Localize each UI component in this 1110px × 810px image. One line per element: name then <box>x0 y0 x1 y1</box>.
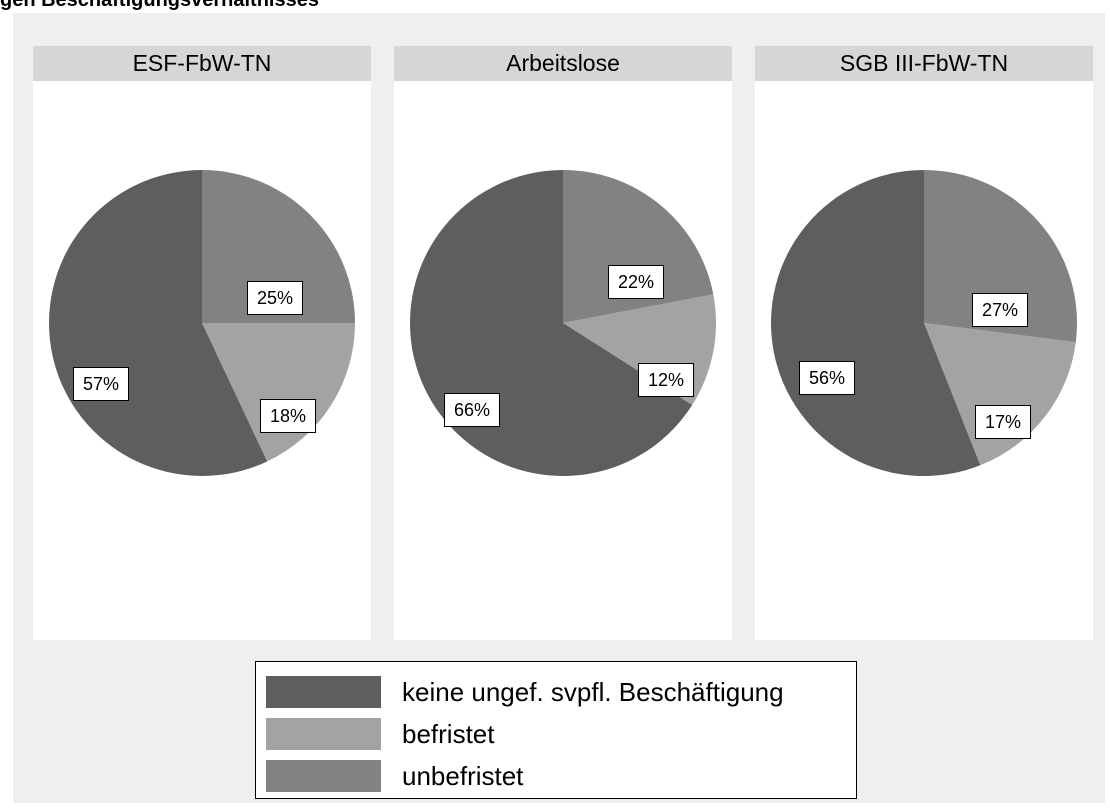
slice-unbefristet <box>924 170 1077 343</box>
pie-esf-fbw-tn: 25% 18% 57% <box>33 81 371 640</box>
slice-unbefristet <box>202 170 355 323</box>
label-unbefristet: 27% <box>972 293 1028 327</box>
pie-sgb-iii-fbw-tn: 27% 17% 56% <box>755 81 1093 640</box>
page-title: gen Beschäftigungsverhältnisses <box>0 0 319 11</box>
chart-figure: ESF-FbW-TN 25% 18% 57% Arbeitslose 22% 1… <box>13 13 1105 803</box>
label-keine-beschaeftigung: 56% <box>799 361 855 395</box>
slice-unbefristet <box>563 170 714 323</box>
label-unbefristet: 22% <box>608 265 664 299</box>
legend-swatch <box>266 676 381 708</box>
label-unbefristet: 25% <box>247 281 303 315</box>
panel-sgb-iii-fbw-tn: SGB III-FbW-TN 27% 17% 56% <box>755 46 1093 640</box>
slice-befristet <box>924 323 1076 466</box>
panel-title-esf-fbw-tn: ESF-FbW-TN <box>33 46 371 81</box>
label-befristet: 12% <box>638 363 694 397</box>
label-keine-beschaeftigung: 66% <box>444 393 500 427</box>
chart-legend: keine ungef. svpfl. Beschäftigung befris… <box>255 661 857 799</box>
label-befristet: 17% <box>975 405 1031 439</box>
slice-befristet <box>202 323 355 462</box>
legend-label: keine ungef. svpfl. Beschäftigung <box>402 677 784 707</box>
label-befristet: 18% <box>260 399 316 433</box>
label-keine-beschaeftigung: 57% <box>73 367 129 401</box>
pie-arbeitslose: 22% 12% 66% <box>394 81 732 640</box>
panel-arbeitslose: Arbeitslose 22% 12% 66% <box>394 46 732 640</box>
legend-swatch <box>266 718 381 750</box>
panel-title-arbeitslose: Arbeitslose <box>394 46 732 81</box>
legend-label: befristet <box>402 719 495 749</box>
legend-label: unbefristet <box>402 761 524 791</box>
panel-esf-fbw-tn: ESF-FbW-TN 25% 18% 57% <box>33 46 371 640</box>
slice-keine-beschaeftigung <box>771 170 981 476</box>
panel-title-sgb-iii-fbw-tn: SGB III-FbW-TN <box>755 46 1093 81</box>
legend-swatch <box>266 760 381 792</box>
